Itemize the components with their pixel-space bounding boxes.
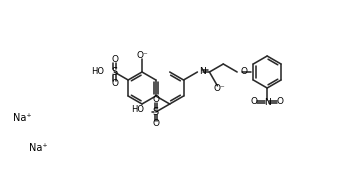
Text: S: S <box>111 67 117 77</box>
Text: O: O <box>111 79 118 89</box>
Text: Na⁺: Na⁺ <box>13 113 31 123</box>
Text: O: O <box>153 96 160 105</box>
Text: HO: HO <box>131 105 144 115</box>
Text: O⁻: O⁻ <box>136 51 148 59</box>
Text: Na⁺: Na⁺ <box>29 143 47 153</box>
Text: S: S <box>153 107 159 117</box>
Text: O: O <box>111 55 118 64</box>
Text: O: O <box>251 97 258 107</box>
Text: N: N <box>200 67 206 77</box>
Text: N: N <box>264 98 270 108</box>
Text: O: O <box>277 97 284 107</box>
Text: O: O <box>240 67 247 77</box>
Text: O: O <box>153 120 160 128</box>
Text: HO: HO <box>91 66 104 75</box>
Text: O⁻: O⁻ <box>214 84 225 93</box>
